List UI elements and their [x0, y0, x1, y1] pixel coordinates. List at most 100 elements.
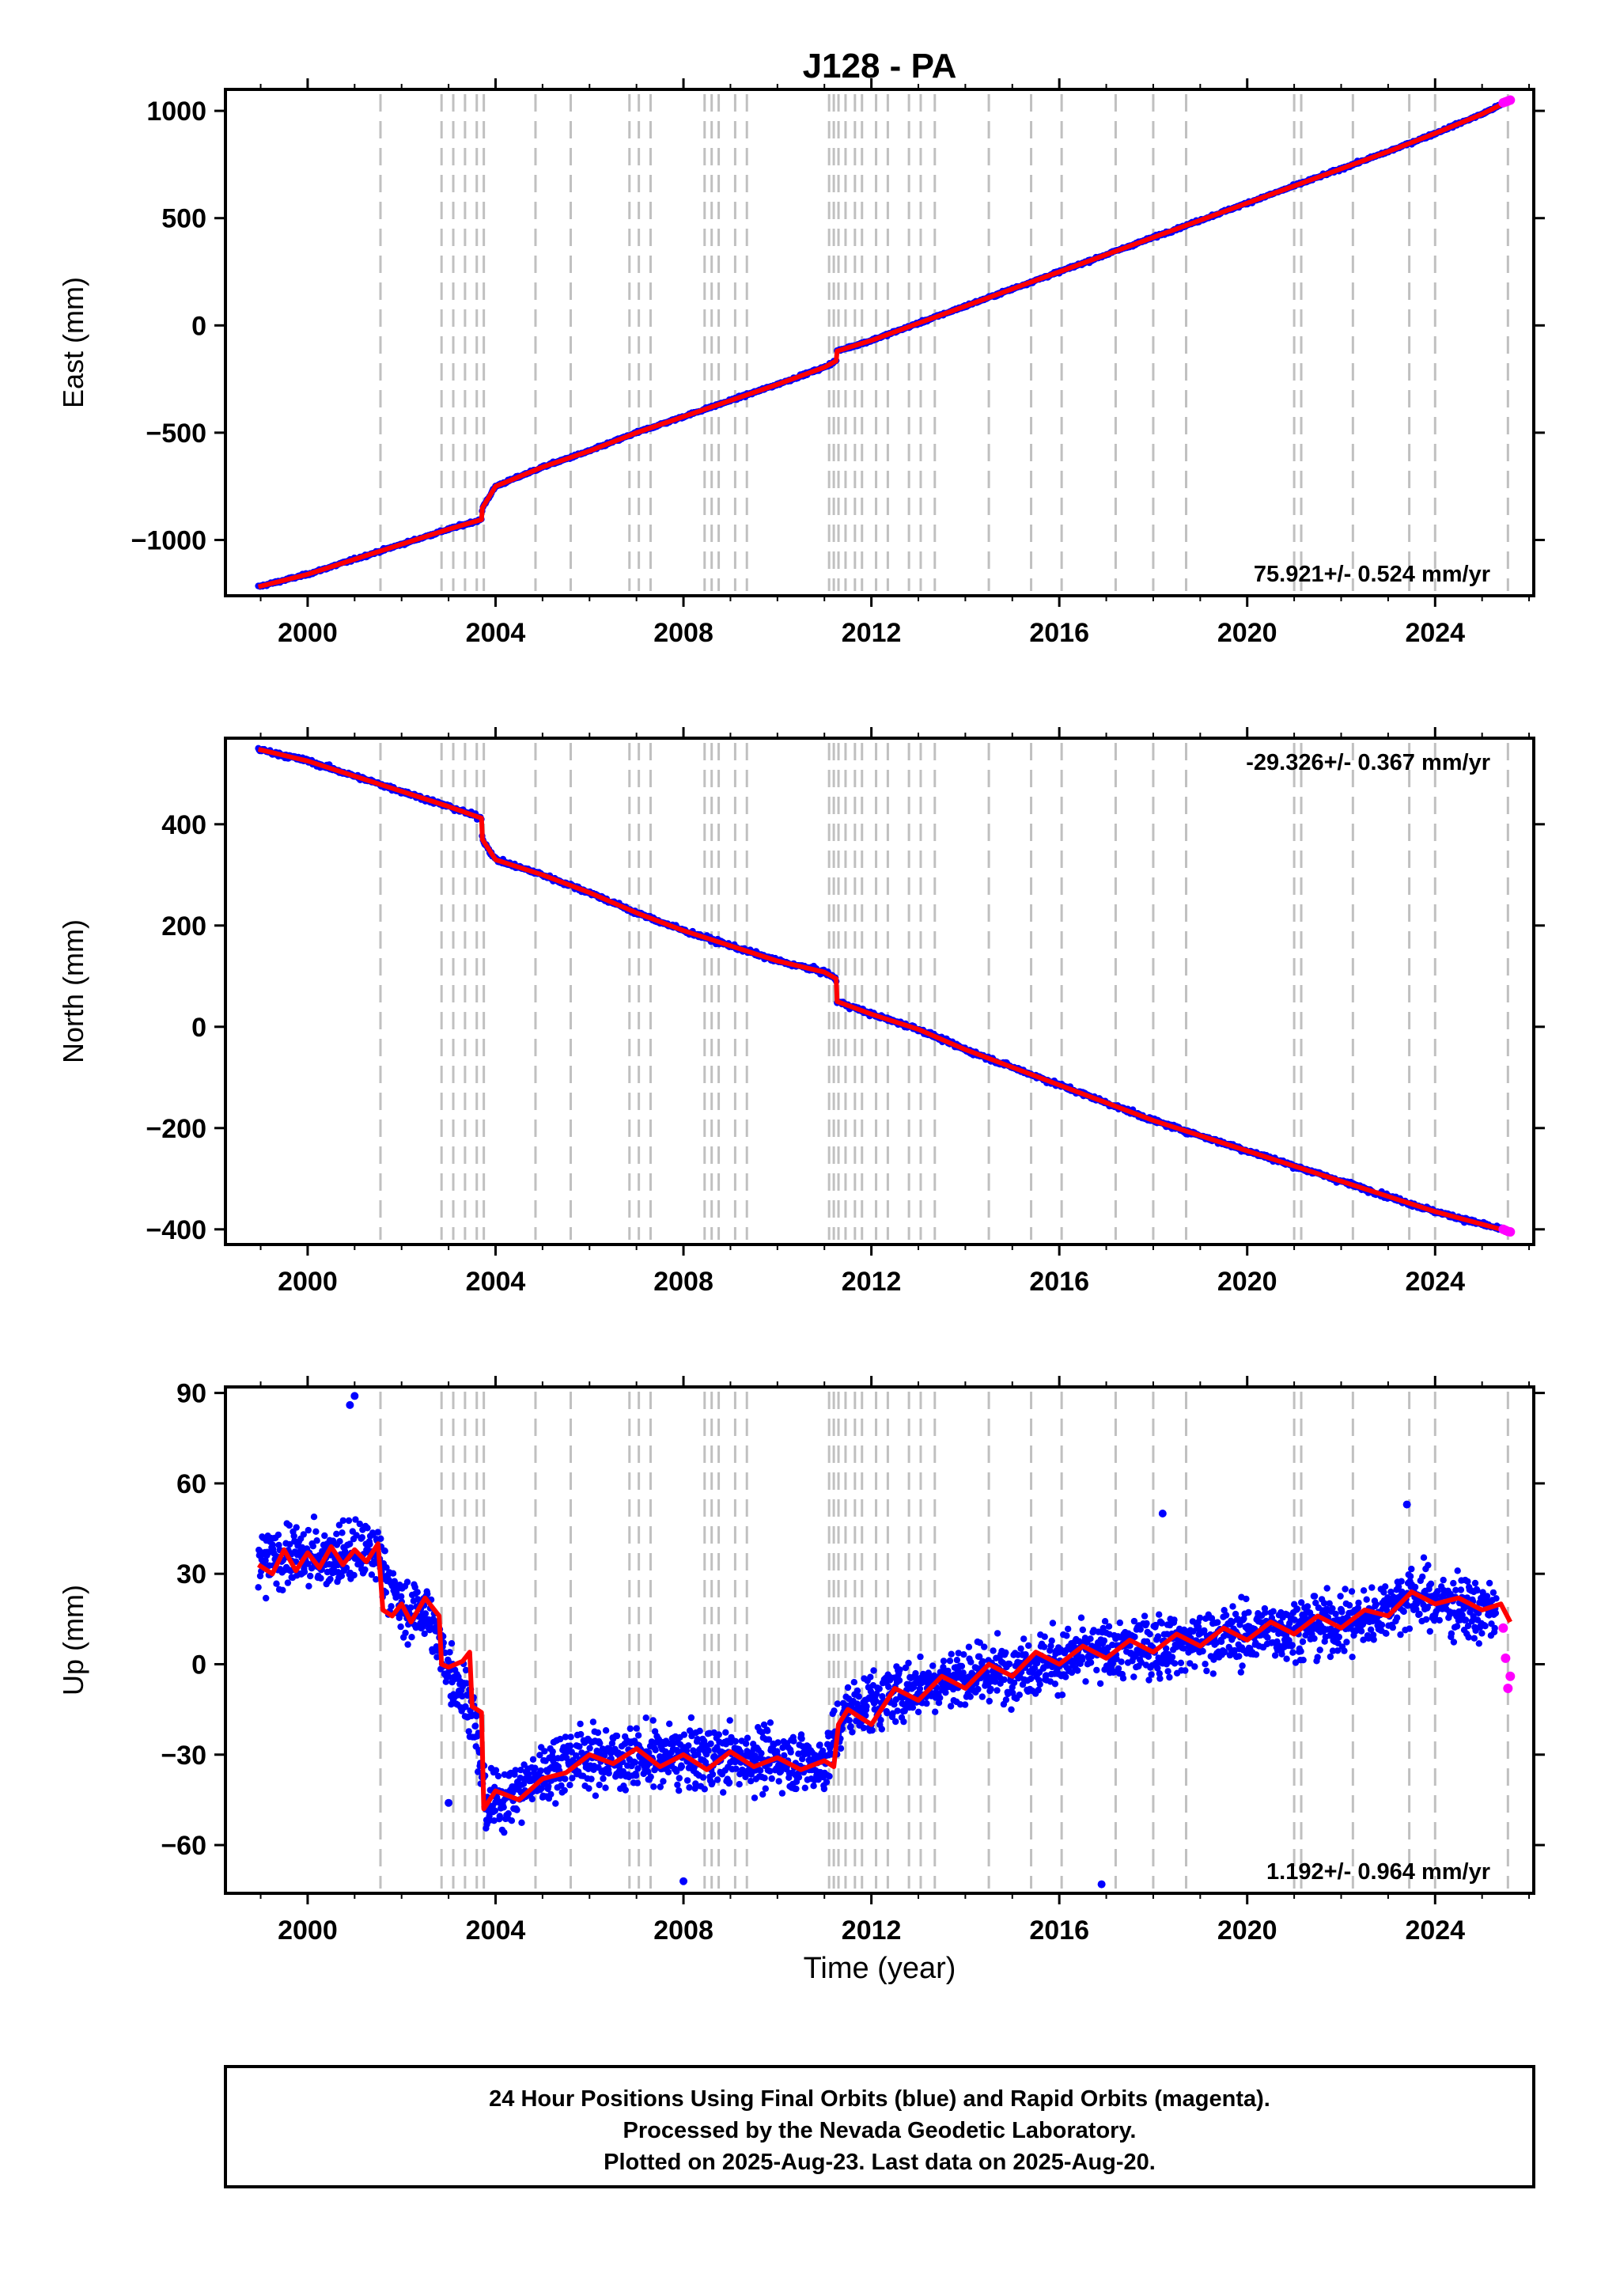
final-orbit-point [336, 1538, 343, 1545]
final-orbit-point [758, 1749, 765, 1757]
final-orbit-point [1016, 1692, 1024, 1699]
final-orbit-point [798, 1735, 805, 1742]
final-orbit-point [826, 1772, 833, 1780]
final-orbit-point [1002, 1696, 1010, 1703]
final-orbit-point [787, 1749, 794, 1756]
final-orbit-point [736, 1781, 743, 1788]
final-orbit-point [541, 1748, 548, 1755]
final-orbit-point [775, 1778, 782, 1785]
final-orbit-point [953, 1657, 961, 1664]
final-orbit-point [872, 1698, 880, 1705]
final-orbit-point [424, 1590, 431, 1597]
x-tick-label: 2008 [653, 618, 713, 648]
final-orbit-point [1001, 1676, 1008, 1684]
y-tick-label: −500 [146, 419, 206, 449]
final-orbit-point [381, 1548, 388, 1555]
final-orbit-point [686, 1784, 693, 1791]
final-orbit-point [895, 1677, 903, 1684]
final-orbit-point [471, 1722, 479, 1730]
x-tick-label: 2016 [1029, 1267, 1089, 1297]
final-orbit-point [1035, 1686, 1043, 1694]
final-orbit-point [338, 1572, 346, 1580]
final-orbit-point [715, 1731, 722, 1738]
final-orbit-point [1025, 1642, 1032, 1650]
final-orbit-point [757, 1767, 764, 1774]
final-orbit-point [279, 1586, 286, 1594]
final-orbit-point [313, 1537, 320, 1544]
final-orbit-point [720, 1789, 727, 1796]
final-orbit-point [976, 1653, 983, 1660]
final-orbit-point [940, 1658, 948, 1665]
final-orbit-point [979, 1658, 986, 1665]
figure-title: J128 - PA [803, 47, 957, 85]
final-orbit-point [831, 1707, 838, 1714]
final-orbit-point [1048, 1637, 1055, 1644]
y-tick-label: 1000 [146, 97, 206, 127]
final-orbit-point [660, 1778, 667, 1785]
final-orbit-point [407, 1604, 414, 1612]
final-orbit-point [726, 1717, 733, 1724]
final-orbit-point [592, 1792, 600, 1799]
x-tick-label: 2020 [1217, 618, 1277, 648]
final-orbit-point [494, 1772, 502, 1780]
final-orbit-point [709, 1779, 716, 1786]
final-orbit-point [562, 1775, 569, 1783]
final-orbit-point [619, 1767, 626, 1775]
final-orbit-point [596, 1781, 603, 1789]
final-orbit-point [501, 1828, 508, 1836]
x-tick-label: 2004 [466, 1267, 526, 1297]
final-orbit-point [632, 1772, 640, 1779]
final-orbit-point [748, 1778, 755, 1785]
final-orbit-point [987, 1685, 994, 1692]
final-orbit-point [537, 1767, 544, 1775]
final-orbit-point [402, 1629, 409, 1637]
y-tick-label: 400 [161, 810, 206, 840]
final-orbit-point [701, 1737, 708, 1745]
final-orbit-point [353, 1532, 360, 1539]
final-orbit-point [685, 1742, 692, 1749]
final-orbit-point [778, 1790, 786, 1797]
final-orbit-point [768, 1775, 775, 1783]
final-orbit-point [666, 1720, 673, 1727]
final-orbit-point [838, 1725, 846, 1733]
final-orbit-point [358, 1534, 365, 1541]
final-orbit-point [849, 1729, 856, 1736]
final-orbit-point [513, 1806, 520, 1813]
final-orbit-point [613, 1732, 621, 1740]
final-orbit-point [696, 1727, 703, 1734]
final-orbit-point [345, 1517, 353, 1525]
final-orbit-point [816, 1741, 823, 1749]
final-orbit-point [561, 1786, 568, 1794]
final-orbit-point [286, 1540, 293, 1548]
final-orbit-point [810, 1783, 817, 1790]
final-orbit-point [615, 1763, 623, 1771]
final-orbit-point [664, 1768, 672, 1775]
final-orbit-point [955, 1650, 962, 1657]
final-orbit-point [765, 1736, 773, 1743]
final-orbit-point [634, 1732, 642, 1739]
final-orbit-point [764, 1727, 771, 1734]
final-orbit-point [923, 1699, 930, 1707]
final-orbit-point [649, 1717, 657, 1724]
x-tick-label: 2024 [1405, 1267, 1465, 1297]
final-orbit-point [422, 1610, 430, 1617]
final-orbit-point [377, 1535, 384, 1543]
final-orbit-point [462, 1703, 469, 1711]
final-orbit-point [588, 1775, 595, 1783]
x-tick-label: 2012 [842, 1267, 902, 1297]
final-orbit-point [273, 1580, 280, 1587]
final-orbit-point [622, 1786, 629, 1794]
final-orbit-point [1010, 1679, 1018, 1687]
final-orbit-point [917, 1653, 924, 1661]
final-orbit-point [490, 1817, 498, 1824]
y-axis-label: North (mm) [57, 919, 89, 1063]
final-orbit-point [947, 1703, 955, 1710]
final-orbit-point [948, 1650, 955, 1658]
final-orbit-point [905, 1659, 912, 1667]
event-lines [379, 94, 1509, 591]
final-orbit-point [713, 1776, 721, 1783]
final-orbit-point [678, 1763, 686, 1770]
final-orbit-point [959, 1669, 967, 1677]
final-orbit-point [284, 1579, 292, 1586]
final-orbit-point [577, 1720, 584, 1728]
